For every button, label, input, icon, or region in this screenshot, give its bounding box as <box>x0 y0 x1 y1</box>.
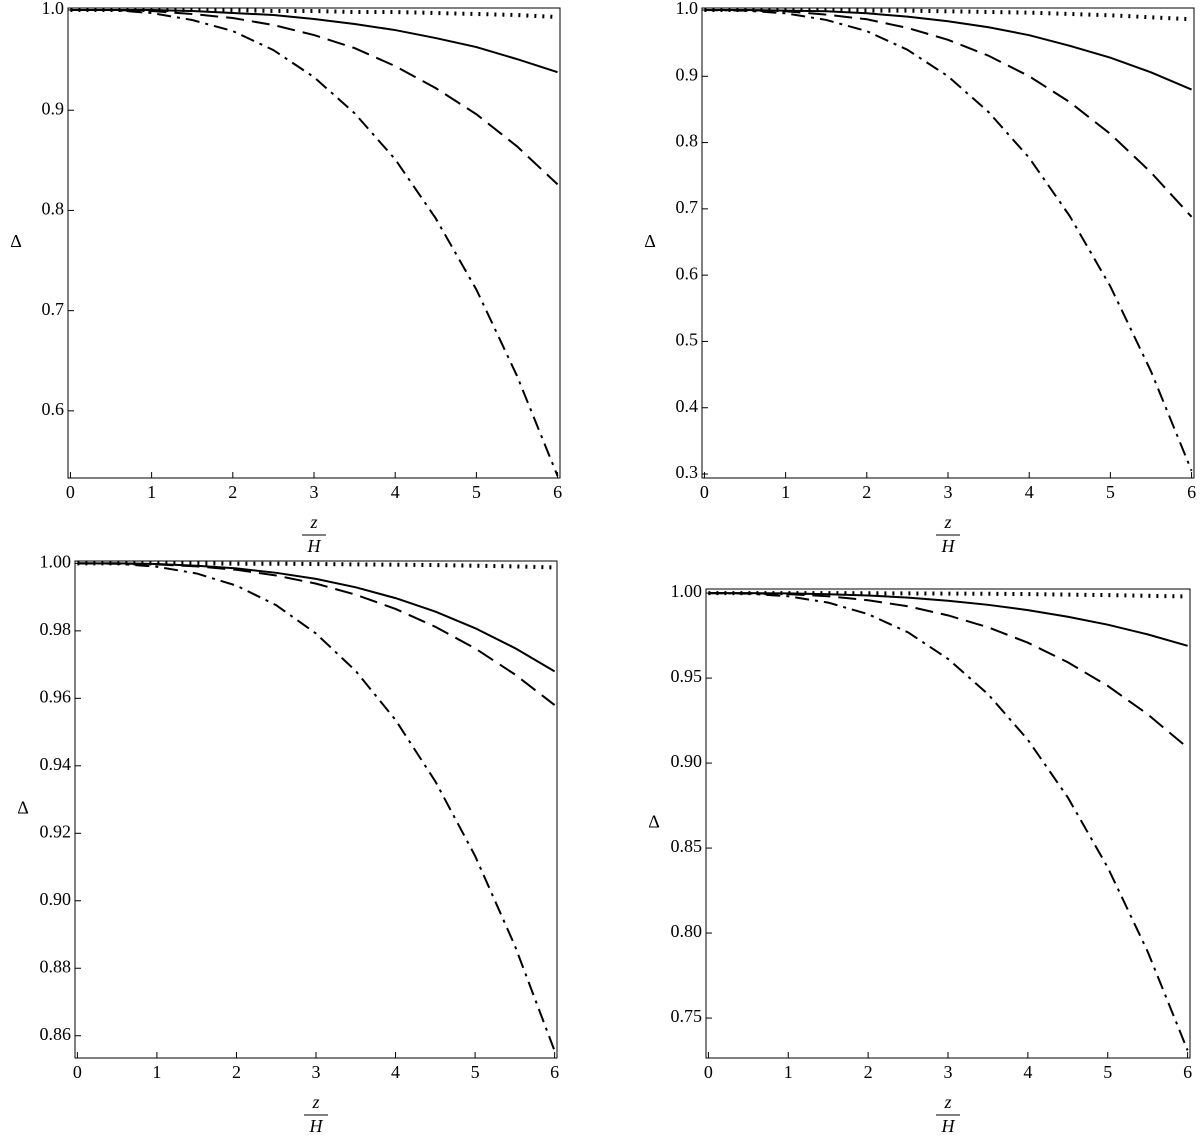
x-tick-label: 4 <box>1023 1062 1032 1082</box>
x-label-denominator: H <box>941 536 956 556</box>
y-tick-label: 1.0 <box>42 0 65 18</box>
plot-frame <box>701 7 1195 479</box>
plot-frame <box>74 560 558 1059</box>
y-tick-label: 0.9 <box>676 64 699 84</box>
y-tick-label: 0.8 <box>42 199 65 219</box>
x-tick-label: 1 <box>152 1062 161 1082</box>
y-tick-label: 1.00 <box>671 581 703 601</box>
y-label: Δ <box>10 231 22 251</box>
x-label-numerator: z <box>943 1092 951 1112</box>
x-tick-label: 6 <box>1187 482 1196 502</box>
y-tick-label: 0.4 <box>676 396 699 416</box>
x-tick-label: 6 <box>1183 1062 1192 1082</box>
x-tick-label: 4 <box>391 1062 400 1082</box>
x-tick-label: 0 <box>66 482 75 502</box>
series-line <box>77 562 556 673</box>
x-tick-label: 1 <box>784 1062 793 1082</box>
y-tick-label: 0.5 <box>676 330 699 350</box>
x-label-numerator: z <box>309 512 317 532</box>
x-tick-label: 5 <box>1106 482 1115 502</box>
x-tick-label: 1 <box>147 482 156 502</box>
plot-frame <box>67 7 561 479</box>
x-tick-label: 0 <box>73 1062 82 1082</box>
y-tick-label: 0.7 <box>42 299 65 319</box>
y-label: Δ <box>648 812 660 832</box>
y-tick-label: 0.98 <box>40 619 72 639</box>
series-line <box>708 592 1189 749</box>
series-line <box>708 592 1189 1051</box>
x-label-denominator: H <box>309 1116 324 1136</box>
y-tick-label: 0.85 <box>671 836 703 856</box>
series-line <box>704 8 1193 218</box>
y-label: Δ <box>17 798 29 818</box>
x-tick-label: 6 <box>553 482 562 502</box>
series-line <box>70 9 559 186</box>
y-tick-label: 0.90 <box>40 889 72 909</box>
y-tick-label: 0.6 <box>42 399 65 419</box>
x-tick-label: 3 <box>944 1062 953 1082</box>
x-tick-label: 2 <box>862 482 871 502</box>
y-tick-label: 0.3 <box>676 462 699 482</box>
series-line <box>70 9 558 74</box>
x-label-denominator: H <box>941 1116 956 1136</box>
series-line <box>708 592 1188 647</box>
x-tick-label: 6 <box>550 1062 559 1082</box>
x-tick-label: 4 <box>1025 482 1034 502</box>
x-label-numerator: z <box>943 512 951 532</box>
x-tick-label: 4 <box>391 482 400 502</box>
x-tick-label: 2 <box>232 1062 241 1082</box>
x-tick-label: 0 <box>704 1062 713 1082</box>
series-line <box>70 8 558 20</box>
x-tick-label: 3 <box>312 1062 321 1082</box>
y-tick-label: 1.00 <box>40 551 72 571</box>
y-tick-label: 0.75 <box>671 1006 703 1026</box>
y-label: Δ <box>644 231 656 251</box>
x-tick-label: 2 <box>864 1062 873 1082</box>
series-line <box>70 9 559 477</box>
y-tick-label: 0.94 <box>40 754 72 774</box>
x-tick-label: 0 <box>700 482 709 502</box>
x-label-denominator: H <box>307 536 322 556</box>
y-tick-label: 0.96 <box>40 686 72 706</box>
y-tick-label: 0.86 <box>40 1024 72 1044</box>
series-line <box>77 562 556 1052</box>
y-tick-label: 0.92 <box>40 821 72 841</box>
series-line <box>704 8 1192 91</box>
x-tick-label: 5 <box>1103 1062 1112 1082</box>
y-tick-label: 0.8 <box>676 131 699 151</box>
y-tick-label: 0.80 <box>671 921 703 941</box>
y-tick-label: 0.90 <box>671 751 703 771</box>
x-tick-label: 1 <box>781 482 790 502</box>
x-tick-label: 3 <box>944 482 953 502</box>
x-tick-label: 5 <box>472 482 481 502</box>
y-tick-label: 1.0 <box>676 0 699 18</box>
series-line <box>704 8 1193 472</box>
x-tick-label: 5 <box>471 1062 480 1082</box>
y-tick-label: 0.9 <box>42 98 65 118</box>
x-label-numerator: z <box>311 1092 319 1112</box>
y-tick-label: 0.6 <box>676 263 699 283</box>
x-tick-label: 3 <box>310 482 319 502</box>
y-tick-label: 0.7 <box>676 197 699 217</box>
y-tick-label: 0.95 <box>671 666 703 686</box>
y-tick-label: 0.88 <box>40 956 72 976</box>
series-line <box>77 562 556 706</box>
x-tick-label: 2 <box>228 482 237 502</box>
